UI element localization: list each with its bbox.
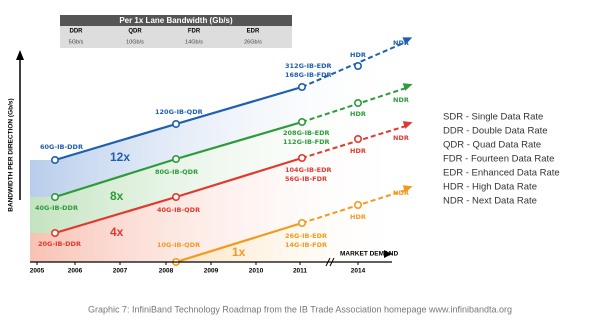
- point-label: HDR: [350, 110, 366, 118]
- point: [353, 201, 362, 210]
- point: [172, 193, 181, 202]
- area: [30, 124, 410, 262]
- point: [172, 120, 181, 129]
- point: [297, 118, 306, 127]
- arrow-head: [402, 185, 413, 193]
- end-label: NDR: [393, 39, 409, 47]
- point: [50, 156, 59, 165]
- point-label: 14G-IB-FDR: [285, 241, 327, 249]
- point-label: 26G-IB-EDR: [285, 232, 327, 240]
- table-column: FDR: [188, 29, 201, 35]
- area: [30, 40, 410, 197]
- arrow-head: [402, 121, 413, 129]
- end-label: NDR: [393, 189, 409, 197]
- dashed-line: [301, 41, 407, 88]
- legend-item: EDR - Enhanced Data Rate: [443, 168, 560, 179]
- table-header: [60, 15, 292, 26]
- x-tick-label: 2008: [159, 268, 174, 275]
- multiplier: 8x: [110, 189, 124, 203]
- point-label: 120G-IB-QDR: [155, 108, 203, 116]
- point-label: 312G-IB-EDR: [285, 62, 332, 70]
- point: [353, 135, 362, 144]
- point-label: 40G-IB-QDR: [157, 206, 200, 214]
- point-label: 208G-IB-EDR: [283, 129, 330, 137]
- point-label: HDR: [350, 213, 366, 221]
- table-value: 5Gb/s: [69, 39, 84, 45]
- point: [50, 193, 59, 202]
- table-value: 26Gb/s: [244, 39, 262, 45]
- arrow-head: [402, 37, 413, 45]
- point-label: 104G-IB-EDR: [285, 166, 332, 174]
- chart: Per 1x Lane Bandwidth (Gb/s) DDR 5Gb/s QDR 1…: [35, 15, 413, 266]
- point: [353, 61, 362, 70]
- x-tick-label: 2011: [293, 268, 307, 275]
- end-label: NDR: [393, 134, 409, 142]
- legend-item: HDR - High Data Rate: [443, 182, 537, 193]
- point-label: 40G-IB-DDR: [35, 204, 78, 212]
- x-tick-label: 2009: [204, 268, 219, 275]
- area: [176, 188, 410, 262]
- point-label: 10G-IB-QDR: [157, 241, 200, 249]
- multiplier: 12x: [110, 150, 130, 164]
- point: [297, 219, 306, 228]
- dashed-line: [301, 189, 407, 224]
- caption: Graphic 7: InfiniBand Technology Roadmap…: [88, 304, 512, 314]
- legend-item: FDR - Fourteen Data Rate: [443, 154, 554, 165]
- dashed-line: [301, 87, 407, 123]
- point-label: HDR: [350, 51, 366, 59]
- table-value: 14Gb/s: [185, 39, 203, 45]
- point-label: 60G-IB-DDR: [40, 143, 83, 151]
- area: [30, 86, 410, 233]
- y-arrow-head: [16, 50, 24, 60]
- point-label: HDR: [350, 147, 366, 155]
- table-value: 10Gb/s: [126, 39, 144, 45]
- table-column: EDR: [247, 29, 260, 35]
- legend-item: DDR - Double Data Rate: [443, 126, 548, 137]
- point: [297, 154, 306, 163]
- x-axis-label: MARKET DEMAND: [340, 251, 398, 258]
- point-label: 56G-IB-FDR: [285, 175, 327, 183]
- point: [50, 229, 59, 238]
- table-body: [60, 26, 292, 48]
- x-tick-label: 2005: [30, 268, 45, 275]
- x-tick-label: 2007: [113, 268, 128, 275]
- table-column: QDR: [128, 29, 142, 35]
- legend-item: QDR - Quad Data Rate: [443, 140, 541, 151]
- point-label: 20G-IB-DDR: [38, 240, 81, 248]
- arrow-head: [402, 83, 413, 91]
- multiplier: 4x: [110, 225, 124, 239]
- point-label: 168G-IB-FDR: [285, 71, 332, 79]
- point: [297, 83, 306, 92]
- legend-item: SDR - Single Data Rate: [443, 112, 543, 123]
- dashed-line: [301, 125, 407, 159]
- legend-item: NDR - Next Data Rate: [443, 196, 537, 207]
- multiplier: 1x: [232, 245, 246, 259]
- table-column: DDR: [70, 29, 84, 35]
- line: [175, 221, 303, 264]
- point-label: 112G-IB-FDR: [283, 138, 330, 146]
- x-arrow-head: [384, 250, 392, 258]
- point: [172, 155, 181, 164]
- end-label: NDR: [393, 96, 409, 104]
- x-tick-label: 2006: [68, 268, 83, 275]
- axis-break: [325, 257, 335, 267]
- x-tick-label: 2014: [351, 268, 366, 275]
- table-title: Per 1x Lane Bandwidth (Gb/s): [119, 16, 233, 25]
- x-tick-label: 2010: [249, 268, 264, 275]
- point: [353, 99, 362, 108]
- point-label: 80G-IB-QDR: [155, 168, 198, 176]
- y-axis-label: BANDWIDTH PER DIRECTION (Gb/s): [8, 98, 15, 211]
